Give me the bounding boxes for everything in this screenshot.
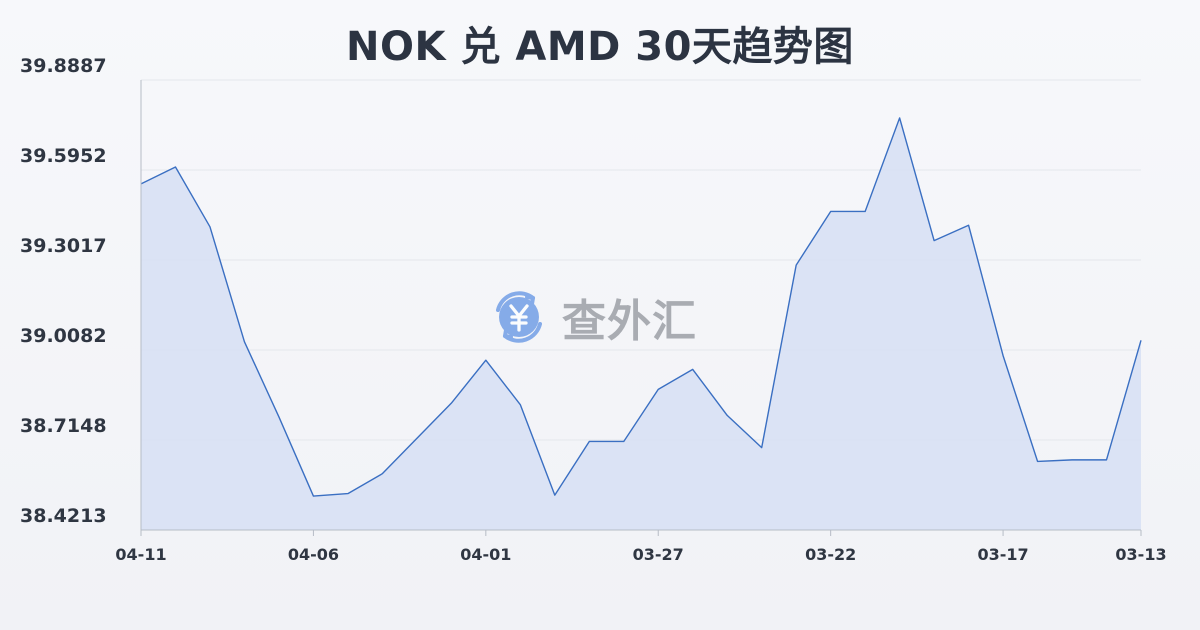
yen-exchange-icon — [496, 291, 542, 343]
y-tick-labels: 39.8887 39.5952 39.3017 39.0082 38.7148 38.42… — [20, 55, 107, 527]
y-tick-label: 39.5952 — [20, 145, 107, 167]
y-tick-label: 38.7148 — [20, 415, 107, 437]
series-line-layer — [140, 117, 1142, 497]
y-tick-label: 39.0082 — [20, 325, 107, 347]
watermark-text: 查外汇 — [562, 296, 697, 347]
x-tick-label: 04-06 — [288, 545, 339, 564]
series-area — [141, 117, 1141, 530]
y-tick-label: 39.8887 — [20, 55, 107, 77]
x-tick-label: 03-22 — [805, 545, 856, 564]
x-tick-label: 04-01 — [460, 545, 511, 564]
area-fill-layer — [141, 117, 1141, 530]
x-tick-labels: 04-11 04-06 04-01 03-27 03-22 03-17 03-13 — [115, 545, 1166, 564]
series-line — [140, 117, 1142, 497]
watermark: 查外汇 — [488, 286, 728, 348]
x-tick-label: 04-11 — [115, 545, 166, 564]
y-tick-label: 38.4213 — [20, 505, 107, 527]
chart-title: NOK 兑 AMD 30天趋势图 — [346, 24, 854, 70]
x-tick-label: 03-17 — [977, 545, 1028, 564]
axis-lines — [140, 80, 1142, 536]
x-tick-label: 03-27 — [633, 545, 684, 564]
y-tick-label: 39.3017 — [20, 235, 107, 257]
x-tick-label: 03-13 — [1115, 545, 1166, 564]
